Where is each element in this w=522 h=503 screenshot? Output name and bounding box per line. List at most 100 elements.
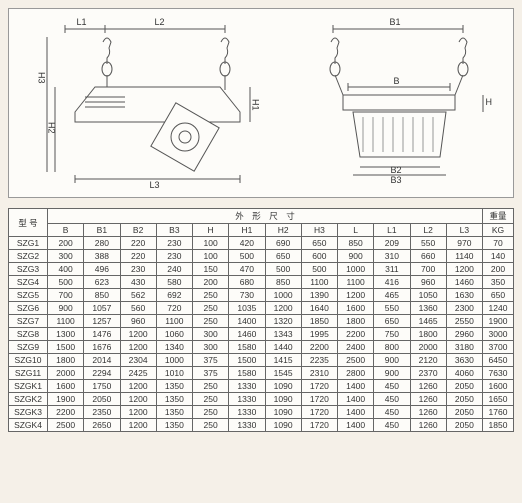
spec-table: 型 号 外 形 尺 寸 重量 BB1B2B3HH1H2H3LL1L2L3KG S… — [8, 208, 514, 432]
table-row: SZGK322002350120013502501330109017201400… — [9, 406, 514, 419]
data-cell: 430 — [120, 276, 156, 289]
data-cell: 1630 — [446, 289, 482, 302]
data-cell: 450 — [374, 419, 410, 432]
dim-l3: L3 — [150, 180, 160, 190]
data-cell: 1050 — [410, 289, 446, 302]
data-cell: 1010 — [156, 367, 192, 380]
data-cell: 1200 — [338, 289, 374, 302]
col-header: L2 — [410, 224, 446, 237]
data-cell: 1260 — [410, 419, 446, 432]
weight-cell: 70 — [483, 237, 514, 250]
data-cell: 2350 — [84, 406, 120, 419]
data-cell: 800 — [374, 341, 410, 354]
data-cell: 560 — [120, 302, 156, 315]
data-cell: 2200 — [301, 341, 337, 354]
data-cell: 300 — [193, 328, 229, 341]
data-cell: 730 — [229, 289, 265, 302]
data-cell: 1400 — [338, 406, 374, 419]
data-cell: 200 — [193, 276, 229, 289]
dim-b3: B3 — [391, 175, 402, 185]
data-cell: 2310 — [301, 367, 337, 380]
col-header: B2 — [120, 224, 156, 237]
data-cell: 450 — [374, 393, 410, 406]
data-cell: 1995 — [301, 328, 337, 341]
weight-cell: 200 — [483, 263, 514, 276]
data-cell: 1400 — [338, 393, 374, 406]
data-cell: 562 — [120, 289, 156, 302]
model-cell: SZGK4 — [9, 419, 48, 432]
data-cell: 850 — [84, 289, 120, 302]
right-diagram: B1 B B2 B3 H — [298, 17, 498, 187]
data-cell: 465 — [374, 289, 410, 302]
data-cell: 1100 — [156, 315, 192, 328]
data-cell: 1320 — [265, 315, 301, 328]
weight-header: 重量 — [483, 209, 514, 224]
data-cell: 1750 — [84, 380, 120, 393]
data-cell: 1200 — [120, 406, 156, 419]
data-cell: 2000 — [410, 341, 446, 354]
data-cell: 420 — [229, 237, 265, 250]
data-cell: 2050 — [446, 419, 482, 432]
dim-b1: B1 — [390, 17, 401, 27]
table-row: SZG1200280220230100420690650850209550970… — [9, 237, 514, 250]
data-cell: 2500 — [48, 419, 84, 432]
model-cell: SZG5 — [9, 289, 48, 302]
data-cell: 100 — [193, 250, 229, 263]
col-header: L3 — [446, 224, 482, 237]
data-cell: 650 — [374, 315, 410, 328]
model-cell: SZG3 — [9, 263, 48, 276]
data-cell: 2200 — [48, 406, 84, 419]
data-cell: 1200 — [265, 302, 301, 315]
data-cell: 1415 — [265, 354, 301, 367]
header-row-2: BB1B2B3HH1H2H3LL1L2L3KG — [9, 224, 514, 237]
data-cell: 1035 — [229, 302, 265, 315]
data-cell: 600 — [301, 250, 337, 263]
data-cell: 1500 — [229, 354, 265, 367]
data-cell: 250 — [193, 302, 229, 315]
col-header: B3 — [156, 224, 192, 237]
col-header: H — [193, 224, 229, 237]
data-cell: 1800 — [410, 328, 446, 341]
data-cell: 1400 — [338, 419, 374, 432]
table-row: SZGK116001750120013502501330109017201400… — [9, 380, 514, 393]
data-cell: 1350 — [156, 380, 192, 393]
col-header: L1 — [374, 224, 410, 237]
data-cell: 2050 — [446, 393, 482, 406]
data-cell: 1440 — [265, 341, 301, 354]
col-header: H3 — [301, 224, 337, 237]
data-cell: 250 — [193, 393, 229, 406]
data-cell: 1580 — [229, 367, 265, 380]
data-cell: 470 — [229, 263, 265, 276]
data-cell: 1100 — [48, 315, 84, 328]
data-cell: 1580 — [229, 341, 265, 354]
data-cell: 1000 — [338, 263, 374, 276]
table-body: SZG1200280220230100420690650850209550970… — [9, 237, 514, 432]
data-cell: 209 — [374, 237, 410, 250]
data-cell: 450 — [374, 380, 410, 393]
table-row: SZG1018002014230410003751500141522352500… — [9, 354, 514, 367]
front-view-drawing — [298, 17, 498, 187]
data-cell: 960 — [120, 315, 156, 328]
data-cell: 1000 — [265, 289, 301, 302]
data-cell: 1900 — [48, 393, 84, 406]
data-cell: 496 — [84, 263, 120, 276]
data-cell: 2550 — [446, 315, 482, 328]
data-cell: 900 — [374, 354, 410, 367]
data-cell: 250 — [193, 315, 229, 328]
table-row: SZG3400496230240150470500500100031170012… — [9, 263, 514, 276]
data-cell: 1460 — [229, 328, 265, 341]
table-row: SZG7110012579601100250140013201850180065… — [9, 315, 514, 328]
side-view-drawing — [25, 17, 275, 187]
data-cell: 720 — [156, 302, 192, 315]
weight-cell: 1850 — [483, 419, 514, 432]
col-header: B1 — [84, 224, 120, 237]
data-cell: 1100 — [301, 276, 337, 289]
data-cell: 300 — [193, 341, 229, 354]
data-cell: 2050 — [446, 406, 482, 419]
col-header: H1 — [229, 224, 265, 237]
data-cell: 230 — [120, 263, 156, 276]
data-cell: 970 — [446, 237, 482, 250]
data-cell: 1500 — [48, 341, 84, 354]
data-cell: 2800 — [338, 367, 374, 380]
model-cell: SZG10 — [9, 354, 48, 367]
